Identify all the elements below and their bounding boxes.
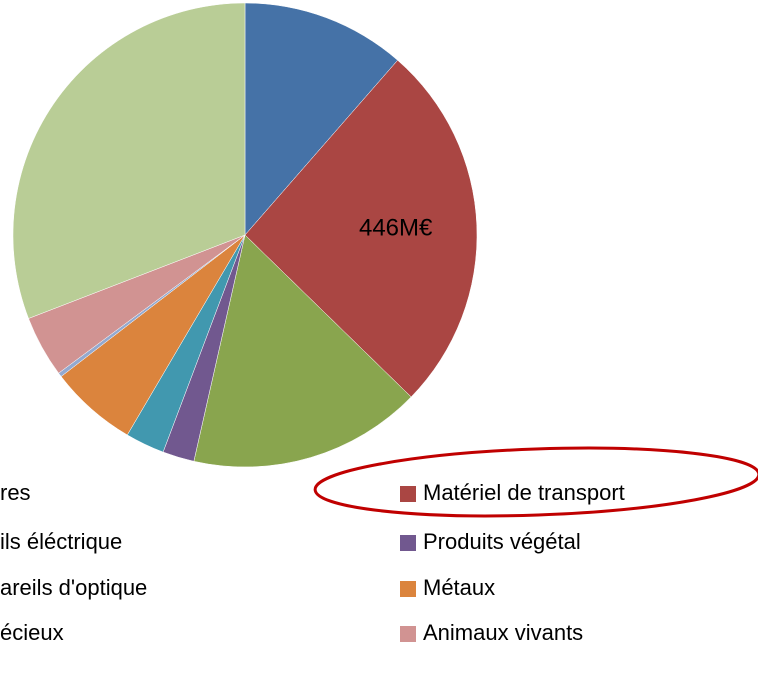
legend-label: Matériel de transport [423, 480, 625, 505]
legend-swatch [400, 535, 416, 551]
legend-label: écieux [0, 620, 64, 645]
legend-label: res [0, 480, 31, 505]
legend-label: Métaux [423, 575, 495, 600]
legend-label: Animaux vivants [423, 620, 583, 645]
data-label: 446M€ [359, 214, 433, 241]
legend-swatch [400, 486, 416, 502]
legend-swatch [400, 626, 416, 642]
legend-swatch [400, 581, 416, 597]
pie-slice [244, 2, 398, 236]
legend-label: ils éléctrique [0, 529, 122, 554]
pie-slice [12, 2, 246, 319]
pie-slice [244, 59, 478, 398]
legend-label: areils d'optique [0, 575, 147, 600]
legend-label: Produits végétal [423, 529, 581, 554]
pie-slice [193, 234, 412, 468]
highlight-ellipse [313, 446, 758, 518]
